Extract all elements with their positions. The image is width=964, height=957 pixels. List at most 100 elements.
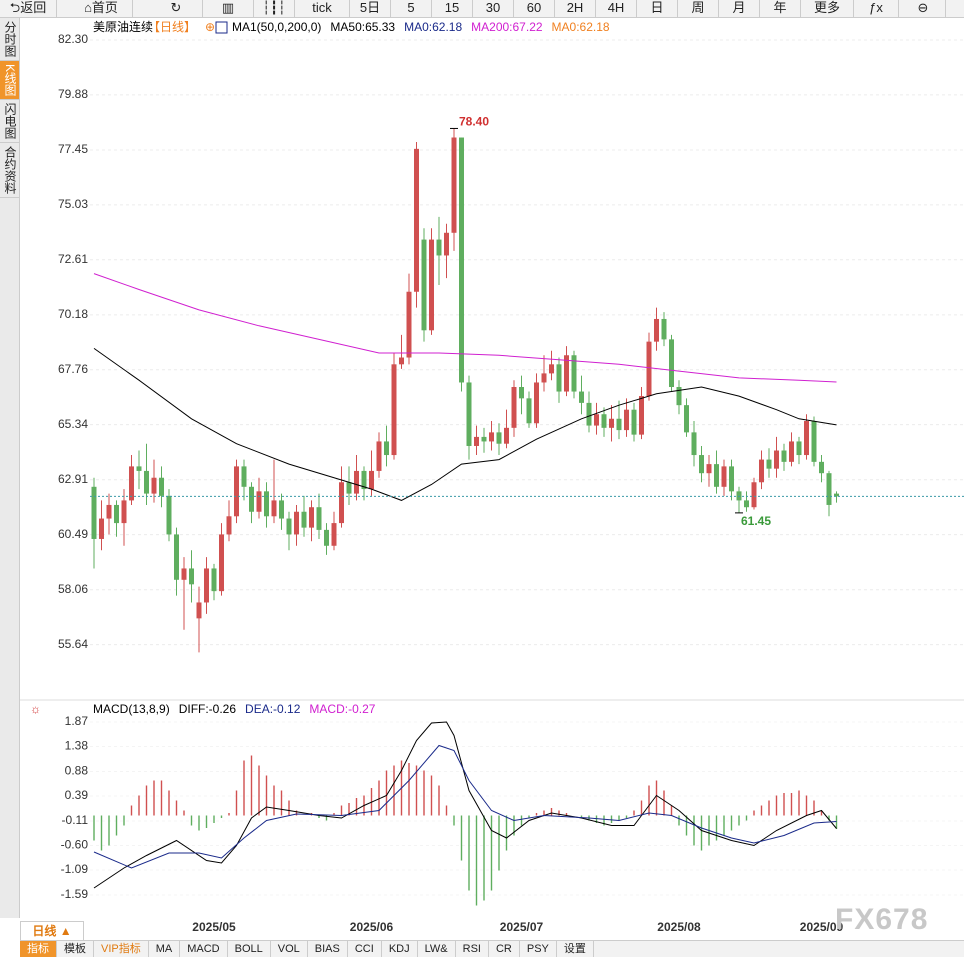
tool-button[interactable]: ⊕ — [948, 0, 964, 17]
candle-body — [444, 232, 449, 256]
macd-bar — [760, 805, 763, 816]
chart-title: 美原油连续 — [93, 19, 153, 34]
period-button[interactable]: 日 — [637, 0, 678, 17]
period-tab[interactable]: 日线 ▲ — [20, 921, 84, 941]
macd-bar — [385, 770, 388, 816]
macd-bar — [745, 815, 748, 821]
candle-body — [511, 387, 517, 428]
candle-body — [744, 500, 749, 508]
more-button[interactable]: 更多 — [801, 0, 854, 17]
indicator-tab[interactable]: BOLL — [228, 941, 271, 957]
period-button[interactable]: 年 — [760, 0, 801, 17]
indicator-tab[interactable]: BIAS — [308, 941, 348, 957]
period-button[interactable]: 2H — [555, 0, 596, 17]
side-tab[interactable]: 闪电图 — [0, 100, 19, 144]
indicator-tab[interactable]: 模板 — [57, 941, 94, 957]
candle-body — [586, 402, 592, 426]
macd-bar — [108, 815, 110, 846]
indicator-tab[interactable]: MA — [149, 941, 181, 957]
candle-button[interactable]: ┆┇┆ — [254, 0, 295, 17]
macd-bar — [835, 815, 838, 829]
macd-bar — [528, 815, 530, 818]
period-button[interactable]: 周 — [678, 0, 719, 17]
candle-body — [766, 459, 772, 469]
y-tick-label: -1.09 — [61, 862, 89, 876]
period-button[interactable]: 15 — [432, 0, 473, 17]
candle-body — [226, 516, 232, 535]
macd-bar — [355, 798, 358, 816]
macd-bar — [318, 815, 320, 818]
indicator-tab[interactable]: RSI — [456, 941, 489, 957]
macd-bar — [685, 815, 688, 836]
candle-body — [819, 461, 824, 474]
macd-bar — [483, 815, 485, 901]
y-tick-label: 77.45 — [58, 142, 88, 156]
x-tick-label: 2025/08 — [657, 920, 701, 934]
period-button[interactable]: 30 — [473, 0, 514, 17]
candle-body — [579, 391, 584, 403]
period-button[interactable]: 月 — [719, 0, 760, 17]
side-tab[interactable]: 分时图 — [0, 18, 19, 61]
indicator-tab[interactable]: KDJ — [382, 941, 418, 957]
bar-button[interactable]: ▥ — [203, 0, 254, 17]
candle-body — [609, 418, 614, 428]
indicator-tab[interactable]: MACD — [180, 941, 228, 957]
candle-body — [774, 450, 779, 469]
candle-body — [204, 568, 209, 603]
macd-bar — [498, 815, 500, 871]
period-button[interactable]: 60 — [514, 0, 555, 17]
macd-bar — [213, 815, 215, 823]
macd-bar — [295, 810, 298, 816]
candle-body — [256, 491, 262, 512]
macd-bar — [648, 785, 650, 816]
add-icon: ⊕ — [205, 20, 215, 34]
macd-bar — [220, 815, 223, 818]
candle-body — [211, 568, 217, 592]
indicator-tab[interactable]: 设置 — [557, 941, 594, 957]
candle-body — [136, 466, 142, 471]
macd-bar — [468, 815, 470, 891]
candle-body — [99, 518, 104, 539]
indicator-tab[interactable]: 指标 — [20, 941, 57, 957]
candle-body — [106, 504, 112, 519]
refresh-button[interactable]: ↻ — [150, 0, 203, 17]
side-tab[interactable]: 合约资料 — [0, 143, 19, 199]
candle-body — [466, 382, 472, 446]
macd-bar — [738, 815, 740, 826]
macd-bar — [130, 805, 133, 816]
macd-bar — [723, 815, 725, 836]
back-button[interactable]: ⮌返回 — [0, 0, 57, 17]
indicator-tab[interactable]: PSY — [520, 941, 557, 957]
candle-body — [631, 409, 637, 435]
indicator-tab[interactable]: VIP指标 — [94, 941, 149, 957]
candle-body — [684, 405, 689, 433]
period-button[interactable]: 4H — [596, 0, 637, 17]
side-tab[interactable]: K线图 — [0, 61, 19, 101]
indicator-tab[interactable]: CCI — [348, 941, 382, 957]
legend-item: MA50:65.33 — [330, 20, 395, 34]
indicator-tab[interactable]: VOL — [271, 941, 308, 957]
indicator-tab[interactable]: LW& — [418, 941, 456, 957]
candle-body — [189, 568, 194, 585]
candle-body — [144, 470, 149, 494]
macd-bar — [535, 813, 538, 816]
candle-body — [834, 493, 839, 497]
macd-bar — [565, 813, 568, 816]
legend-item: MA200:67.22 — [471, 20, 543, 34]
period-button[interactable]: 5 — [391, 0, 432, 17]
candle-body — [481, 436, 487, 442]
period-button[interactable]: 5日 — [350, 0, 391, 17]
annotation-label: 78.40 — [459, 115, 489, 129]
macd-bar — [235, 790, 238, 816]
macd-bar — [348, 803, 350, 816]
period-button[interactable]: tick — [295, 0, 350, 17]
tool-button[interactable]: ⊖ — [901, 0, 946, 17]
macd-bar — [670, 805, 673, 816]
indicator-tab[interactable]: CR — [489, 941, 520, 957]
home-button[interactable]: ⌂首页 — [70, 0, 133, 17]
macd-bar — [610, 815, 613, 823]
candle-body — [271, 500, 277, 517]
tool-button[interactable]: ƒx — [854, 0, 899, 17]
candle-body — [324, 529, 329, 546]
candle-body — [519, 387, 524, 399]
